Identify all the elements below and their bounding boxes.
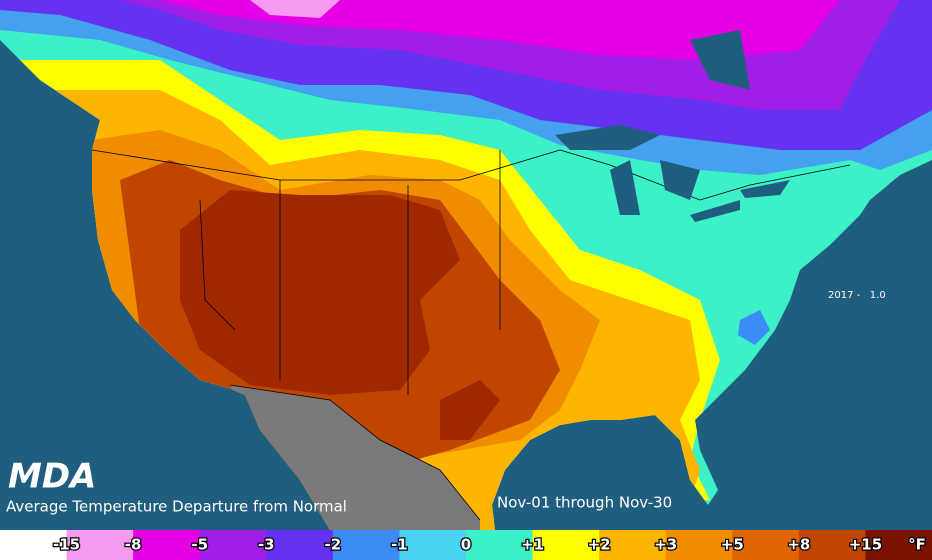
great-lakes <box>555 30 790 222</box>
legend-label: -3 <box>258 536 275 554</box>
legend-label: -15 <box>53 536 80 554</box>
legend-swatch <box>532 530 600 560</box>
legend: -15 -8 -5 -3 -2 -1 0 +1 +2 +3 +5 +8 +15 °F <box>0 530 932 560</box>
period: Nov-01 through Nov-30 <box>497 494 672 512</box>
borders <box>91 149 851 521</box>
legend-swatch <box>266 530 334 560</box>
legend-swatch <box>865 530 932 560</box>
legend-unit: °F <box>908 536 926 554</box>
legend-swatch <box>466 530 534 560</box>
legend-swatch <box>66 530 134 560</box>
legend-label: +15 <box>849 536 882 554</box>
map-title: Average Temperature Departure from Norma… <box>6 498 347 516</box>
legend-label: +8 <box>787 536 810 554</box>
legend-label: -5 <box>191 536 208 554</box>
legend-label: -1 <box>391 536 408 554</box>
legend-swatch <box>599 530 667 560</box>
annotation: 2017 - 1.0 <box>828 290 886 301</box>
legend-label: 0 <box>461 536 471 554</box>
legend-label: +2 <box>588 536 611 554</box>
legend-label: +1 <box>521 536 544 554</box>
legend-swatch <box>0 530 68 560</box>
legend-swatch <box>332 530 400 560</box>
legend-swatch <box>199 530 267 560</box>
legend-swatch <box>732 530 800 560</box>
legend-swatch <box>798 530 866 560</box>
legend-swatch <box>399 530 467 560</box>
legend-label: +5 <box>721 536 744 554</box>
legend-label: -8 <box>125 536 142 554</box>
legend-swatch <box>133 530 201 560</box>
legend-label: +3 <box>654 536 677 554</box>
legend-swatch <box>665 530 733 560</box>
legend-label: -2 <box>325 536 342 554</box>
logo: MDA <box>8 457 96 497</box>
